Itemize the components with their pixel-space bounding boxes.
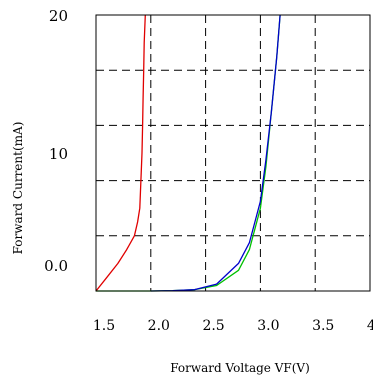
series-layer (95, 14, 281, 292)
series-line-3 (150, 14, 281, 292)
x-tick-label: 1.5 (93, 318, 115, 334)
x-tick-label: 4.0 (367, 318, 373, 334)
x-tick-label: 3.5 (312, 318, 334, 334)
y-axis-title: Forward Current(mA) (11, 122, 25, 255)
series-line-1 (95, 14, 146, 292)
y-tick-label: 0.0 (44, 257, 68, 275)
plot-frame (95, 14, 371, 292)
y-tick-labels: 0.0 10 20 (44, 7, 68, 275)
x-tick-label: 3.0 (257, 318, 279, 334)
x-tick-label: 2.0 (148, 318, 170, 334)
x-tick-label: 2.5 (202, 318, 224, 334)
series-line-2 (96, 14, 281, 292)
grid (96, 15, 370, 291)
y-tick-label: 20 (49, 7, 68, 25)
x-tick-labels: 1.52.02.53.03.54.04.5 (93, 318, 373, 334)
y-tick-label: 10 (49, 145, 68, 163)
x-axis-title: Forward Voltage VF(V) (170, 361, 310, 375)
